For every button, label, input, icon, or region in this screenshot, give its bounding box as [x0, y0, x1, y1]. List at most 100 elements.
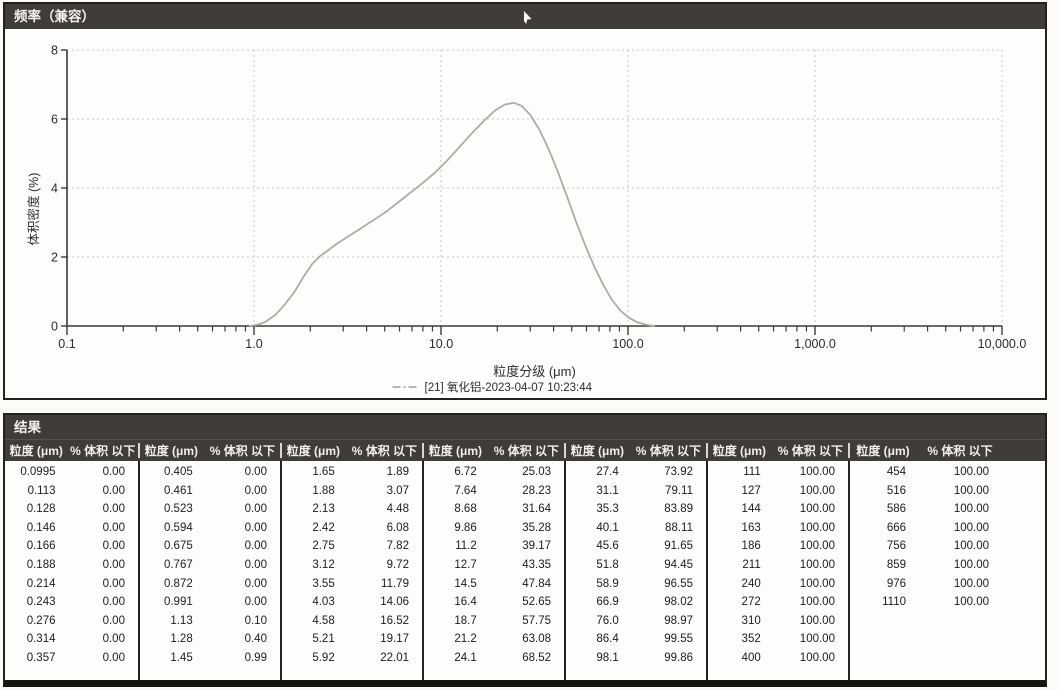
results-panel-title: 结果: [14, 420, 41, 435]
table-row: 0.214 0.00: [5, 575, 138, 594]
percent-cell: 100.00: [799, 540, 835, 553]
table-row: 0.767 0.00: [138, 556, 280, 575]
size-cell: 0.872: [163, 577, 193, 590]
table-row: 400 100.00: [706, 649, 848, 668]
column-group-header: 粒度 (μm) % 体积 以下: [138, 440, 280, 461]
size-cell: 1.88: [312, 484, 335, 497]
percent-cell: 100.00: [799, 651, 835, 664]
percent-cell: 0.00: [102, 614, 125, 627]
percent-cell: 31.64: [522, 503, 551, 516]
table-row: 756 100.00: [848, 537, 1045, 556]
table-row: 1.65 1.89: [280, 463, 422, 482]
percent-cell: 100.00: [953, 577, 989, 590]
percent-cell: 0.40: [244, 633, 267, 646]
table-row: 51.8 94.45: [564, 556, 706, 575]
size-column-header: 粒度 (μm): [570, 444, 625, 458]
table-row: 31.1 79.11: [564, 482, 706, 501]
percent-cell: 1.89: [386, 466, 409, 478]
size-cell: 18.7: [454, 614, 477, 627]
size-cell: 31.1: [596, 484, 619, 497]
size-cell: 976: [886, 577, 906, 590]
size-cell: 666: [886, 521, 906, 534]
size-cell: 76.0: [596, 614, 619, 627]
percent-cell: 0.00: [244, 577, 267, 590]
percent-cell: 0.00: [244, 558, 267, 571]
table-row: 58.9 96.55: [564, 575, 706, 594]
size-cell: 5.92: [312, 651, 335, 664]
y-tick-label: 0: [51, 320, 58, 334]
table-row: 2.13 4.48: [280, 500, 422, 519]
percent-cell: 0.00: [244, 503, 267, 516]
results-column-group: 粒度 (μm)% 体积 以下 1.65 1.89 1.88 3.07 2.13 4.48 2.…: [280, 440, 422, 680]
percent-cell: 19.17: [380, 633, 409, 646]
percent-cell: 100.00: [953, 521, 989, 534]
table-row: 0.872 0.00: [138, 575, 280, 594]
size-cell: 58.9: [596, 577, 619, 590]
table-row: 1.13 0.10: [138, 612, 280, 631]
size-cell: 186: [741, 540, 761, 553]
percent-cell: 0.00: [244, 521, 267, 534]
size-cell: 86.4: [596, 633, 619, 646]
size-cell: 8.68: [454, 503, 477, 516]
table-row: 0.357 0.00: [5, 649, 138, 668]
percent-cell: 100.00: [799, 577, 835, 590]
percent-cell: 0.00: [244, 484, 267, 497]
size-cell: 0.113: [27, 484, 56, 497]
table-row: 0.113 0.00: [5, 482, 138, 501]
column-group-body: 454 100.00 516 100.00 586 100.00 666 100.00 756 1…: [848, 461, 1045, 612]
size-cell: 14.5: [454, 577, 477, 590]
size-cell: 1110: [882, 596, 906, 609]
size-cell: 40.1: [596, 521, 619, 534]
size-cell: 0.146: [26, 521, 56, 534]
size-column-header: 粒度 (μm): [9, 444, 63, 458]
percent-below-column-header: % 体积 以下: [493, 444, 560, 458]
percent-cell: 79.11: [665, 484, 693, 497]
size-cell: 16.4: [454, 596, 477, 609]
size-cell: 516: [886, 484, 906, 497]
percent-cell: 47.84: [522, 577, 551, 590]
table-row: 0.405 0.00: [138, 463, 280, 482]
percent-cell: 91.65: [664, 540, 693, 553]
percent-below-column-header: % 体积 以下: [777, 444, 844, 458]
table-row: 9.86 35.28: [422, 519, 564, 538]
table-row: 127 100.00: [706, 482, 848, 501]
size-cell: 0.0995: [20, 466, 56, 478]
size-column-header: 粒度 (μm): [428, 444, 483, 458]
table-row: 2.42 6.08: [280, 519, 422, 538]
column-group-body: 6.72 25.03 7.64 28.23 8.68 31.64 9.86 35.28 11.2…: [422, 461, 564, 668]
x-tick-label: 10,000.0: [978, 337, 1027, 351]
table-row: 144 100.00: [706, 500, 848, 519]
results-table: 粒度 (μm)% 体积 以下 0.0995 0.00 0.113 0.00 0.128 0.…: [5, 440, 1045, 680]
table-row: 8.68 31.64: [422, 500, 564, 519]
size-cell: 352: [741, 633, 761, 646]
percent-cell: 52.65: [522, 596, 551, 609]
column-group-body: 0.0995 0.00 0.113 0.00 0.128 0.00 0.146 0.00 0.1…: [5, 461, 138, 668]
column-group-body: 0.405 0.00 0.461 0.00 0.523 0.00 0.594 0.00 0.67…: [138, 461, 280, 668]
percent-cell: 88.11: [665, 521, 693, 534]
table-row: 4.58 16.52: [280, 612, 422, 631]
table-row: 35.3 83.89: [564, 500, 706, 519]
percent-cell: 14.06: [380, 596, 409, 609]
size-cell: 211: [742, 558, 761, 571]
results-column-group: 粒度 (μm) % 体积 以下 6.72 25.03 7.64 28.23 8.68 31.6…: [422, 440, 564, 680]
frequency-distribution-chart: 0 2 4 6 8 0.1 1.0 10.0 100.0 1,000.0 10,000.0 体积密度 …: [26, 44, 1027, 395]
table-row: 0.0995 0.00: [5, 463, 138, 482]
size-cell: 272: [741, 596, 761, 609]
table-row: 0.523 0.00: [138, 500, 280, 519]
y-tick-label: 6: [51, 113, 58, 127]
percent-cell: 96.55: [664, 577, 693, 590]
table-row: 454 100.00: [848, 463, 1045, 482]
table-row: 5.92 22.01: [280, 649, 422, 668]
size-cell: 2.75: [312, 540, 335, 553]
table-row: 0.276 0.00: [5, 612, 138, 631]
column-group-header: 粒度 (μm) % 体积 以下: [5, 440, 138, 461]
table-row: 14.5 47.84: [422, 575, 564, 594]
table-row: 6.72 25.03: [422, 463, 564, 482]
percent-cell: 28.23: [522, 484, 551, 497]
size-cell: 3.12: [312, 558, 335, 571]
percent-cell: 25.03: [522, 466, 551, 478]
table-row: 11.2 39.17: [422, 537, 564, 556]
table-row: 272 100.00: [706, 593, 848, 612]
size-cell: 2.13: [312, 503, 335, 516]
table-row: 16.4 52.65: [422, 593, 564, 612]
